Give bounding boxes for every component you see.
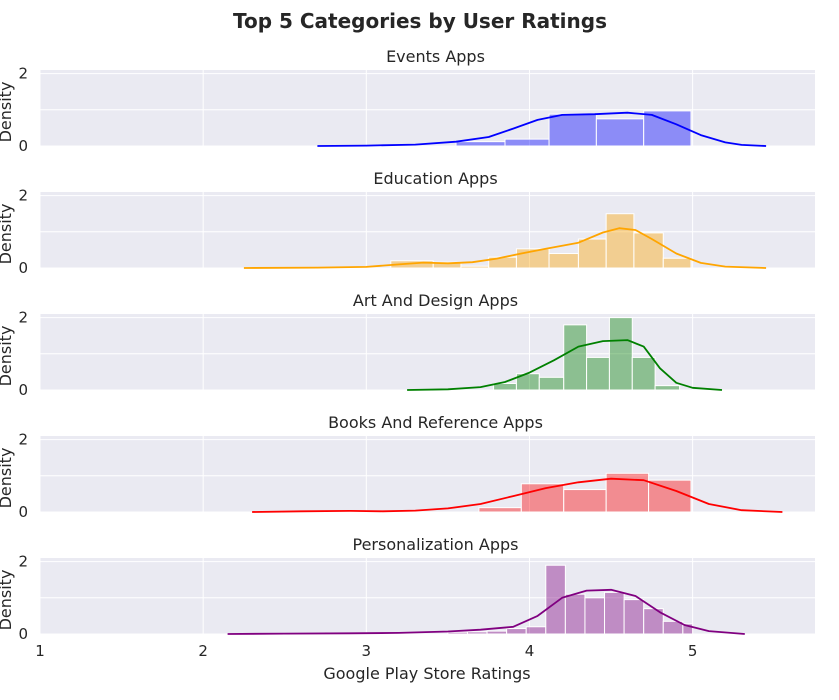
- histogram-bar: [584, 597, 606, 635]
- histogram-bar: [538, 376, 565, 391]
- x-tick-label: 1: [35, 642, 45, 660]
- y-tick-label: 0: [18, 503, 28, 521]
- y-tick-label: 0: [18, 259, 28, 277]
- panel-title: Education Apps: [373, 169, 497, 188]
- panel-background: [40, 558, 815, 634]
- y-tick-label: 0: [18, 381, 28, 399]
- y-tick-label: 2: [18, 553, 28, 571]
- panel-title: Books And Reference Apps: [328, 413, 543, 432]
- histogram-bar: [447, 631, 468, 635]
- histogram-bar: [623, 599, 645, 635]
- histogram-bar: [563, 489, 607, 513]
- histogram-bar: [478, 507, 522, 513]
- histogram-bar: [545, 564, 566, 635]
- histogram-bar: [486, 630, 508, 635]
- histogram-bar: [633, 232, 664, 269]
- histogram-bar: [595, 118, 645, 147]
- kde-line: [252, 477, 783, 513]
- histogram-bar: [682, 623, 694, 635]
- histogram-bar: [548, 253, 579, 269]
- histogram-bar: [506, 628, 527, 635]
- histogram-bar: [643, 110, 692, 147]
- histogram-bar: [466, 631, 488, 635]
- histogram-bar: [631, 356, 656, 391]
- panel-background: [40, 192, 815, 268]
- histogram-bar: [504, 138, 550, 147]
- y-tick-label: 2: [18, 187, 28, 205]
- kde-line: [317, 111, 767, 147]
- histogram-bar: [577, 238, 607, 269]
- panel-background: [40, 436, 815, 512]
- x-tick-label: 2: [198, 642, 208, 660]
- histogram-bar: [548, 113, 597, 147]
- y-axis-label: Density: [0, 204, 15, 265]
- histogram-bar: [460, 265, 490, 269]
- y-tick-label: 0: [18, 625, 28, 643]
- x-tick-label: 4: [525, 642, 535, 660]
- y-axis-label: Density: [0, 326, 15, 387]
- kde-line: [227, 588, 745, 635]
- y-axis-label: Density: [0, 448, 15, 509]
- panel-title: Art And Design Apps: [353, 291, 518, 310]
- panel-background: [40, 70, 815, 146]
- histogram-bar: [605, 213, 635, 269]
- panel-background: [40, 314, 815, 390]
- histogram-bar: [432, 261, 462, 269]
- x-tick-label: 5: [688, 642, 698, 660]
- panel-title: Events Apps: [386, 47, 485, 66]
- histogram-bar: [662, 257, 692, 269]
- panel-title: Personalization Apps: [353, 535, 519, 554]
- kde-line: [407, 339, 723, 391]
- y-axis-label: Density: [0, 570, 15, 631]
- y-tick-label: 2: [18, 431, 28, 449]
- histogram-bar: [525, 626, 547, 635]
- histogram-bar: [608, 317, 633, 391]
- y-tick-label: 2: [18, 65, 28, 83]
- x-axis-label: Google Play Store Ratings: [323, 664, 530, 683]
- y-tick-label: 2: [18, 309, 28, 327]
- histogram-bar: [654, 385, 681, 391]
- chart-title: Top 5 Categories by User Ratings: [233, 9, 607, 33]
- x-tick-label: 3: [362, 642, 372, 660]
- histogram-bar: [648, 479, 692, 513]
- y-tick-label: 0: [18, 137, 28, 155]
- histogram-bar: [604, 591, 625, 635]
- histogram-bar: [563, 324, 588, 391]
- histogram-bar: [586, 356, 610, 391]
- histogram-bar: [564, 593, 586, 635]
- histogram-bar: [455, 141, 506, 147]
- y-axis-label: Density: [0, 82, 15, 143]
- kde-line: [243, 227, 767, 269]
